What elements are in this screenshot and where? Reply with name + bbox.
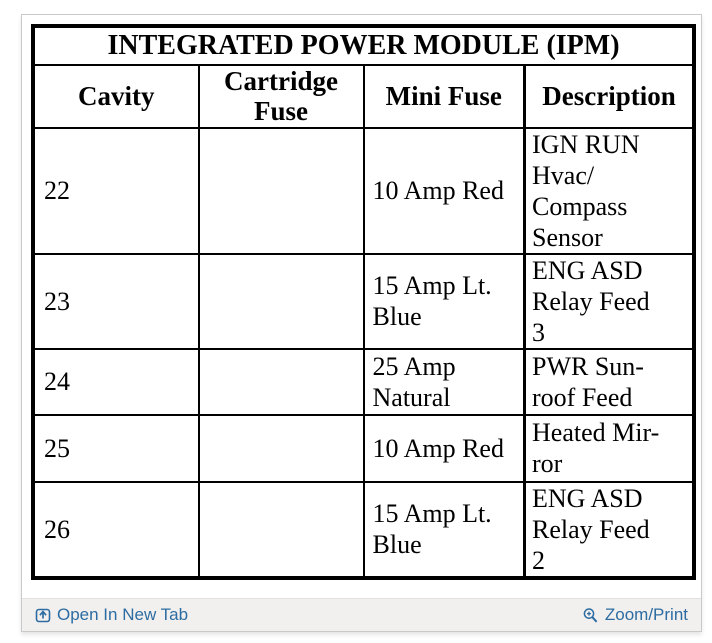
- table-area: INTEGRATED POWER MODULE (IPM) Cavity Car…: [30, 24, 697, 586]
- cell-description: IGN RUN Hvac/ Compass Sensor: [522, 126, 695, 255]
- cell-mini-fuse: 15 Amp Lt. Blue: [362, 480, 526, 579]
- open-in-new-tab-link[interactable]: Open In New Tab: [35, 605, 188, 625]
- table-title: INTEGRATED POWER MODULE (IPM): [32, 25, 695, 66]
- column-header-cartridge-fuse: Cartridge Fuse: [197, 63, 365, 129]
- cell-cartridge-fuse: [197, 347, 365, 416]
- viewer-toolbar: Open In New Tab Zoom/Print: [22, 598, 701, 631]
- open-in-new-tab-icon[interactable]: [35, 607, 51, 623]
- cell-mini-fuse: 15 Amp Lt. Blue: [362, 252, 526, 350]
- cell-cavity: 22: [32, 126, 200, 255]
- ipm-fuse-table: INTEGRATED POWER MODULE (IPM) Cavity Car…: [30, 24, 697, 580]
- open-in-new-tab-label[interactable]: Open In New Tab: [57, 605, 189, 624]
- zoom-magnifier-icon[interactable]: [582, 607, 599, 624]
- table-row: 22 10 Amp Red IGN RUN Hvac/ Compass Sens…: [32, 126, 695, 255]
- table-title-row: INTEGRATED POWER MODULE (IPM): [32, 25, 695, 66]
- cell-cartridge-fuse: [197, 252, 365, 350]
- cell-description: ENG ASD Relay Feed 2: [522, 480, 695, 579]
- table-row: 23 15 Amp Lt. Blue ENG ASD Relay Feed 3: [32, 252, 695, 350]
- cell-description: ENG ASD Relay Feed 3: [522, 252, 695, 350]
- column-header-mini-fuse: Mini Fuse: [362, 63, 526, 129]
- cell-mini-fuse: 25 Amp Natural: [362, 347, 526, 416]
- cell-cartridge-fuse: [197, 480, 365, 579]
- cell-cavity: 23: [32, 252, 200, 350]
- cell-mini-fuse: 10 Amp Red: [362, 126, 526, 255]
- table-row: 24 25 Amp Natural PWR Sun- roof Feed: [32, 347, 695, 416]
- cell-mini-fuse: 10 Amp Red: [362, 413, 526, 483]
- table-header-row: Cavity Cartridge Fuse Mini Fuse Descript…: [32, 63, 695, 129]
- cell-description: PWR Sun- roof Feed: [522, 347, 695, 416]
- table-row: 26 15 Amp Lt. Blue ENG ASD Relay Feed 2: [32, 480, 695, 579]
- zoom-print-link[interactable]: Zoom/Print: [582, 605, 688, 625]
- column-header-cavity: Cavity: [32, 63, 200, 129]
- cell-cartridge-fuse: [197, 413, 365, 483]
- cell-description: Heated Mir- ror: [522, 413, 695, 483]
- cell-cavity: 26: [32, 480, 200, 579]
- cell-cartridge-fuse: [197, 126, 365, 255]
- column-header-description: Description: [522, 63, 695, 129]
- zoom-print-label[interactable]: Zoom/Print: [604, 605, 688, 624]
- document-viewer-card: INTEGRATED POWER MODULE (IPM) Cavity Car…: [21, 14, 702, 632]
- cell-cavity: 24: [32, 347, 200, 416]
- table-row: 25 10 Amp Red Heated Mir- ror: [32, 413, 695, 483]
- cell-cavity: 25: [32, 413, 200, 483]
